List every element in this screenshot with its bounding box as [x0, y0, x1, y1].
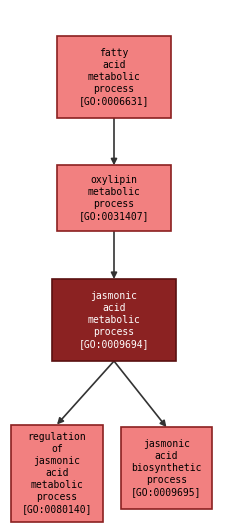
Text: regulation
of
jasmonic
acid
metabolic
process
[GO:0080140]: regulation of jasmonic acid metabolic pr…: [22, 432, 92, 515]
FancyBboxPatch shape: [11, 424, 102, 523]
Text: oxylipin
metabolic
process
[GO:0031407]: oxylipin metabolic process [GO:0031407]: [78, 176, 149, 221]
FancyBboxPatch shape: [57, 35, 170, 118]
Text: fatty
acid
metabolic
process
[GO:0006631]: fatty acid metabolic process [GO:0006631…: [78, 48, 149, 106]
Text: jasmonic
acid
biosynthetic
process
[GO:0009695]: jasmonic acid biosynthetic process [GO:0…: [131, 439, 201, 497]
FancyBboxPatch shape: [52, 279, 175, 361]
FancyBboxPatch shape: [120, 427, 211, 509]
Text: jasmonic
acid
metabolic
process
[GO:0009694]: jasmonic acid metabolic process [GO:0009…: [78, 291, 149, 349]
FancyBboxPatch shape: [57, 165, 170, 232]
